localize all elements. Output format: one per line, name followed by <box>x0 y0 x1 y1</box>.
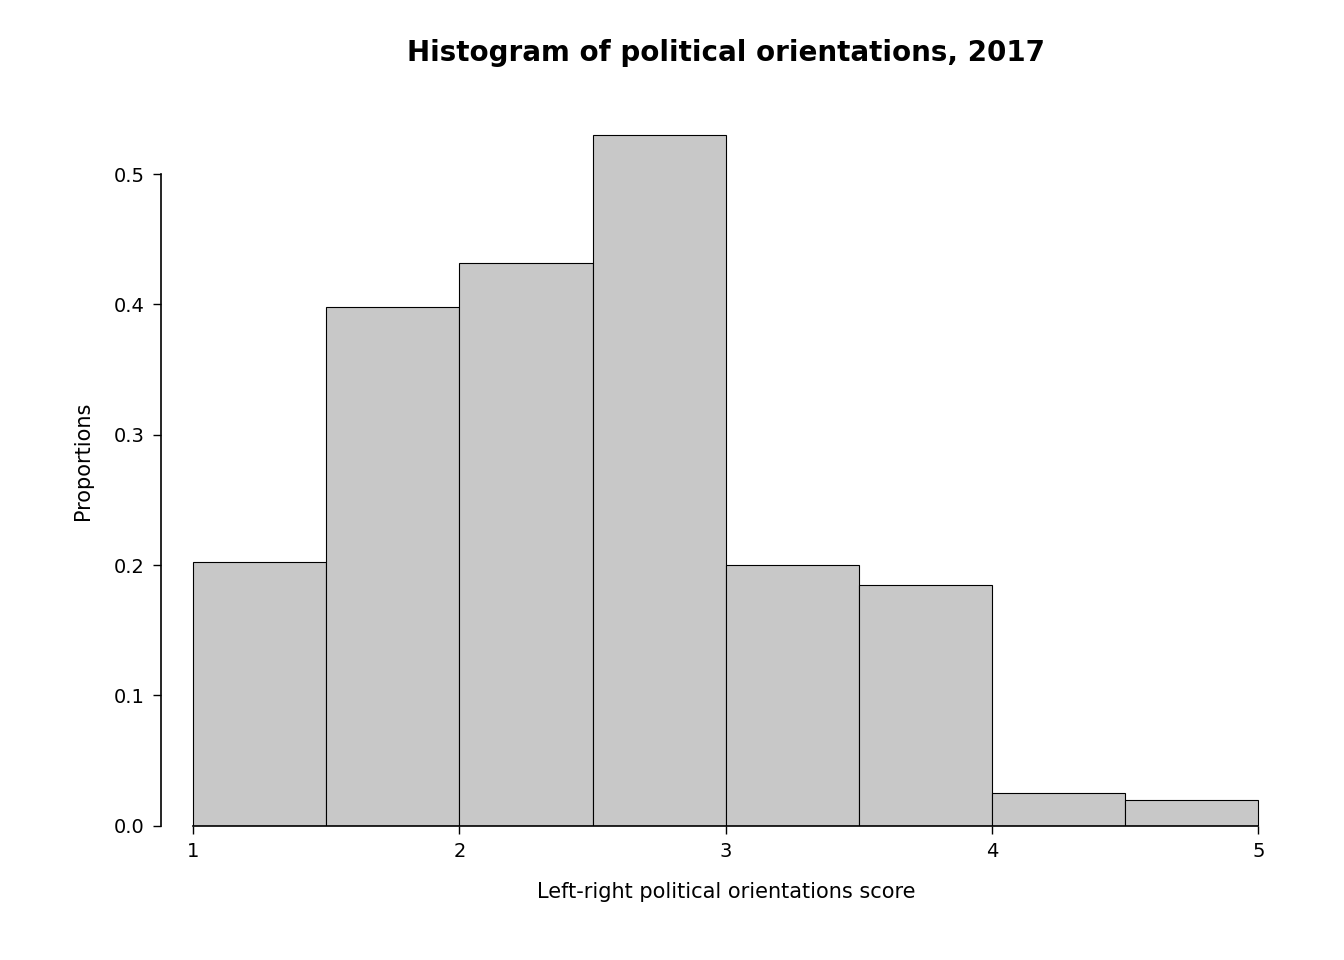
Bar <box>327 307 460 826</box>
Bar <box>992 793 1125 826</box>
Bar <box>460 263 593 826</box>
Bar <box>859 585 992 826</box>
Bar <box>1125 800 1258 826</box>
Bar <box>726 565 859 826</box>
Bar <box>593 135 726 826</box>
X-axis label: Left-right political orientations score: Left-right political orientations score <box>536 882 915 902</box>
Bar <box>194 563 327 826</box>
Y-axis label: Proportions: Proportions <box>73 401 93 520</box>
Title: Histogram of political orientations, 2017: Histogram of political orientations, 201… <box>407 39 1044 67</box>
